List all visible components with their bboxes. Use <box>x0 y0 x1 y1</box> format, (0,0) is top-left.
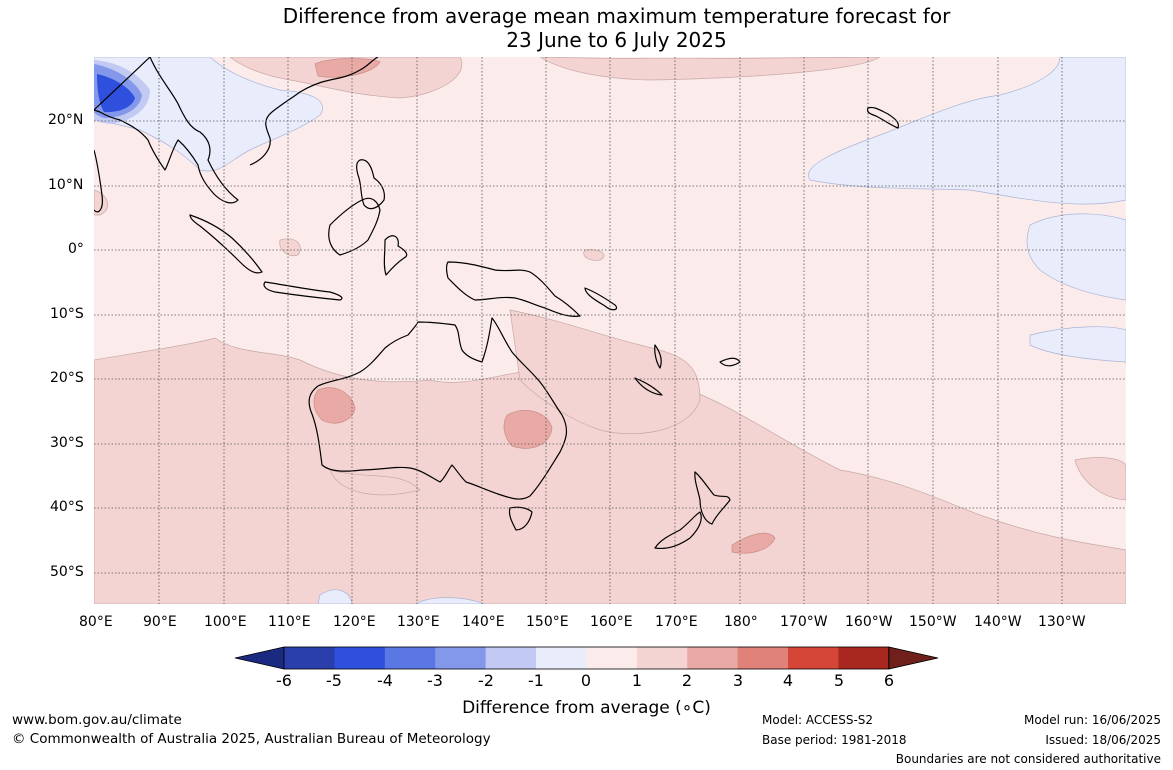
lon-label-140w: 140°W <box>974 614 1022 630</box>
lon-label-160w: 160°W <box>845 614 893 630</box>
indochina-coastline <box>94 57 239 204</box>
new-caledonia-coastline <box>634 377 663 396</box>
lon-label-90e: 90°E <box>143 614 177 630</box>
colorbar-swatch <box>485 647 537 669</box>
philippines-coastline <box>356 159 385 210</box>
lon-label-150w: 150°W <box>909 614 957 630</box>
graticule <box>94 57 1126 604</box>
website-link[interactable]: www.bom.gov.au/climate <box>12 712 182 728</box>
boundaries-disclaimer: Boundaries are not considered authoritat… <box>895 752 1161 766</box>
lat-label-40s: 40°S <box>50 499 84 515</box>
base-period: Base period: 1981-2018 <box>762 733 907 747</box>
colorbar-tick: 2 <box>681 671 693 690</box>
lon-label-160e: 160°E <box>590 614 633 630</box>
new-guinea-coastline <box>445 261 581 317</box>
lat-label-10s: 10°S <box>50 306 84 322</box>
colorbar-tick: -5 <box>326 671 342 690</box>
colorbar <box>234 646 939 670</box>
cold-anomaly-core <box>94 60 150 124</box>
colorbar-label: Difference from average (∘C) <box>462 698 711 718</box>
borneo-coastline <box>328 197 381 256</box>
lat-label-50s: 50°S <box>50 564 84 580</box>
india-coastline <box>94 149 103 213</box>
lon-label-100e: 100°E <box>204 614 247 630</box>
hawaii-coastline <box>866 106 899 129</box>
lat-label-30s: 30°S <box>50 435 84 451</box>
colorbar-swatch <box>838 647 890 669</box>
anomaly-below-average-regions <box>94 57 1126 604</box>
colorbar-swatch <box>586 647 638 669</box>
colorbar-swatch <box>334 647 386 669</box>
colorbar-tick: -1 <box>528 671 544 690</box>
lon-label-170e: 170°E <box>655 614 698 630</box>
colorbar-high-arrow <box>888 646 939 670</box>
colorbar-swatch <box>737 647 789 669</box>
colorbar-swatch <box>636 647 688 669</box>
colorbar-swatch <box>435 647 487 669</box>
lon-label-120e: 120°E <box>333 614 376 630</box>
map-title-line2: 23 June to 6 July 2025 <box>506 28 727 52</box>
issued-date: Issued: 18/06/2025 <box>1045 733 1161 747</box>
new-zealand-south-coastline <box>654 511 702 550</box>
vietnam-china-coastline <box>249 57 379 166</box>
map-title-line1: Difference from average mean maximum tem… <box>282 4 951 28</box>
colorbar-outline <box>283 646 890 670</box>
new-zealand-north-coastline <box>694 471 731 525</box>
colorbar-swatch <box>384 647 436 669</box>
colorbar-swatch <box>788 647 839 669</box>
lon-label-180: 180° <box>724 614 758 630</box>
lat-label-20s: 20°S <box>50 370 84 386</box>
lon-label-110e: 110°E <box>268 614 311 630</box>
colorbar-swatch <box>687 647 739 669</box>
model-run-date: Model run: 16/06/2025 <box>1023 713 1161 727</box>
colorbar-tick: 0 <box>580 671 592 690</box>
lon-label-170w: 170°W <box>780 614 828 630</box>
lon-label-130w: 130°W <box>1038 614 1086 630</box>
coastlines <box>94 57 899 550</box>
colorbar-swatch <box>284 647 335 669</box>
colorbar-tick: 4 <box>782 671 794 690</box>
vanuatu-coastline <box>654 344 662 369</box>
lon-label-130e: 130°E <box>397 614 440 630</box>
sulawesi-coastline <box>383 235 408 276</box>
colorbar-tick: -3 <box>427 671 443 690</box>
lon-label-80e: 80°E <box>79 614 113 630</box>
colorbar-tick: -6 <box>276 671 292 690</box>
model-name: Model: ACCESS-S2 <box>762 713 874 727</box>
colorbar-tick: 6 <box>883 671 895 690</box>
colorbar-tick: 3 <box>732 671 744 690</box>
colorbar-tick: -2 <box>478 671 494 690</box>
colorbar-swatch <box>536 647 587 669</box>
copyright-text: © Commonwealth of Australia 2025, Austra… <box>12 731 491 747</box>
lon-label-140e: 140°E <box>462 614 505 630</box>
lat-label-10n: 10°N <box>48 177 84 193</box>
anomaly-2-to-3-regions <box>313 58 776 554</box>
australia-coastline <box>308 317 568 500</box>
java-coastline <box>263 281 343 301</box>
lat-label-0: 0° <box>68 241 84 257</box>
colorbar-tick: -4 <box>377 671 393 690</box>
lon-label-150e: 150°E <box>526 614 569 630</box>
colorbar-tick: 1 <box>631 671 643 690</box>
colorbar-low-arrow <box>234 646 285 670</box>
lat-label-20n: 20°N <box>48 112 84 128</box>
colorbar-tick: 5 <box>833 671 845 690</box>
solomon-islands-coastline <box>584 287 618 311</box>
sumatra-coastline <box>189 214 263 274</box>
